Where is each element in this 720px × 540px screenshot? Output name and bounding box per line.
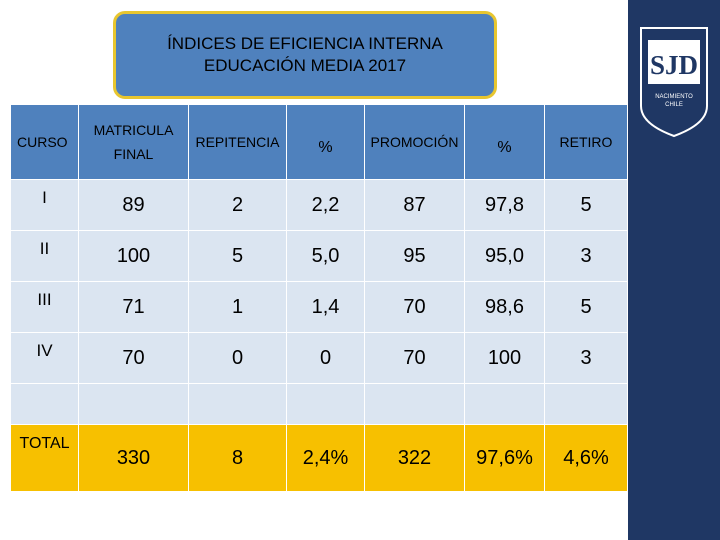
total-promocion: 322	[364, 424, 465, 492]
empty-cell	[544, 383, 628, 425]
cell-curso: I	[10, 179, 79, 231]
empty-cell	[10, 383, 79, 425]
header-matricula-final: MATRICULA FINAL	[78, 104, 189, 180]
total-repitencia-percent: 2,4%	[286, 424, 365, 492]
efficiency-table: CURSO MATRICULA FINAL REPITENCIA % PROMOC…	[10, 104, 628, 492]
logo-subtitle-2: CHILE	[665, 102, 683, 108]
total-row: TOTAL 330 8 2,4% 322 97,6% 4,6%	[10, 424, 628, 492]
empty-cell	[78, 383, 189, 425]
cell-repitencia-percent: 0	[286, 332, 365, 384]
empty-cell	[286, 383, 365, 425]
cell-curso: II	[10, 230, 79, 282]
cell-promocion-percent: 97,8	[464, 179, 545, 231]
cell-repitencia-percent: 2,2	[286, 179, 365, 231]
empty-cell	[364, 383, 465, 425]
cell-promocion: 70	[364, 281, 465, 333]
title-line-1: ÍNDICES DE EFICIENCIA INTERNA	[167, 34, 443, 53]
cell-repitencia: 0	[188, 332, 287, 384]
empty-cell	[464, 383, 545, 425]
cell-matricula: 100	[78, 230, 189, 282]
cell-retiro: 5	[544, 281, 628, 333]
cell-promocion-percent: 98,6	[464, 281, 545, 333]
header-curso: CURSO	[10, 104, 79, 180]
table-row: III 71 1 1,4 70 98,6 5	[10, 281, 628, 333]
header-repitencia-percent: %	[286, 104, 365, 180]
header-promocion-percent: %	[464, 104, 545, 180]
cell-matricula: 71	[78, 281, 189, 333]
cell-promocion-percent: 100	[464, 332, 545, 384]
cell-promocion-percent: 95,0	[464, 230, 545, 282]
cell-repitencia: 2	[188, 179, 287, 231]
title-line-2: EDUCACIÓN MEDIA 2017	[203, 56, 407, 75]
cell-retiro: 5	[544, 179, 628, 231]
cell-promocion: 95	[364, 230, 465, 282]
header-retiro: RETIRO	[544, 104, 628, 180]
total-matricula: 330	[78, 424, 189, 492]
school-crest-logo: SJD NACIMIENTO CHILE	[640, 27, 708, 138]
logo-subtitle-1: NACIMIENTO	[655, 94, 693, 100]
logo-name: SJD	[650, 50, 698, 80]
cell-promocion: 70	[364, 332, 465, 384]
empty-cell	[188, 383, 287, 425]
header-row: CURSO MATRICULA FINAL REPITENCIA % PROMOC…	[10, 104, 628, 180]
cell-repitencia: 1	[188, 281, 287, 333]
cell-matricula: 89	[78, 179, 189, 231]
total-repitencia: 8	[188, 424, 287, 492]
cell-curso: IV	[10, 332, 79, 384]
table-row: IV 70 0 0 70 100 3	[10, 332, 628, 384]
total-label: TOTAL	[10, 424, 79, 492]
cell-retiro: 3	[544, 230, 628, 282]
cell-curso: III	[10, 281, 79, 333]
cell-retiro: 3	[544, 332, 628, 384]
cell-repitencia-percent: 5,0	[286, 230, 365, 282]
total-promocion-percent: 97,6%	[464, 424, 545, 492]
cell-repitencia: 5	[188, 230, 287, 282]
cell-matricula: 70	[78, 332, 189, 384]
title-banner: ÍNDICES DE EFICIENCIA INTERNA EDUCACIÓN …	[113, 11, 497, 99]
cell-promocion: 87	[364, 179, 465, 231]
header-repitencia: REPITENCIA	[188, 104, 287, 180]
total-retiro: 4,6%	[544, 424, 628, 492]
table-row: II 100 5 5,0 95 95,0 3	[10, 230, 628, 282]
empty-row	[10, 383, 628, 425]
header-promocion: PROMOCIÓN	[364, 104, 465, 180]
table-row: I 89 2 2,2 87 97,8 5	[10, 179, 628, 231]
cell-repitencia-percent: 1,4	[286, 281, 365, 333]
